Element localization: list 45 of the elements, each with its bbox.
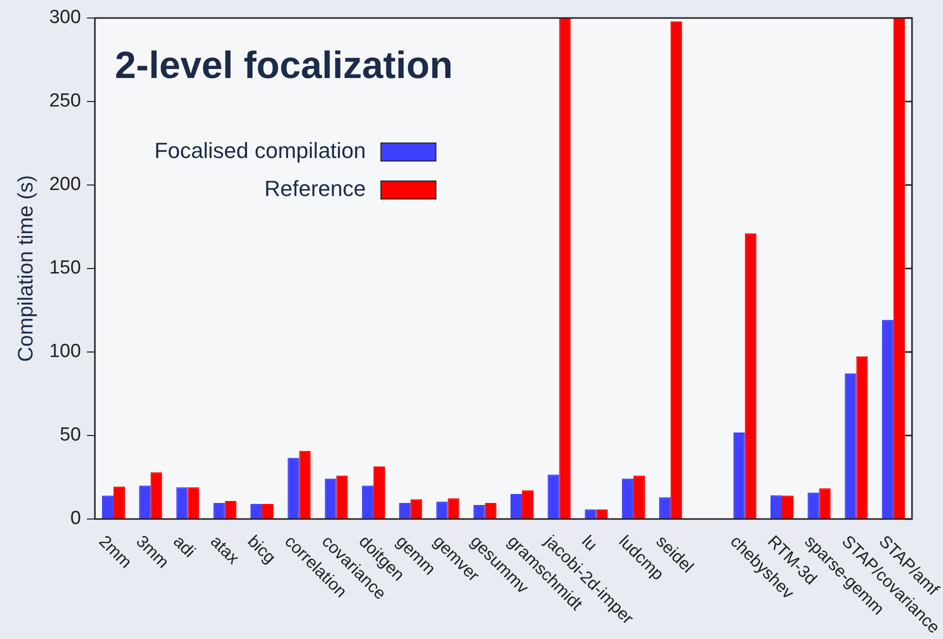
bar	[548, 474, 560, 518]
bar	[102, 496, 114, 518]
bar	[288, 458, 300, 518]
y-tick-label: 0	[70, 508, 81, 530]
bar	[448, 498, 460, 518]
bar	[559, 18, 571, 518]
bar	[782, 496, 794, 518]
bar	[856, 356, 868, 518]
bar	[670, 21, 682, 518]
x-tick-label: adi	[170, 532, 200, 562]
bar	[893, 18, 905, 518]
bar	[113, 486, 125, 518]
bar	[882, 320, 894, 518]
bar	[819, 488, 831, 518]
bar	[808, 492, 820, 518]
bar	[336, 476, 348, 518]
bar	[622, 478, 634, 518]
bar	[373, 466, 385, 518]
bar	[659, 497, 671, 518]
bar	[633, 476, 645, 518]
y-tick-label: 150	[49, 258, 81, 279]
bar	[299, 450, 311, 518]
bar	[324, 478, 336, 518]
bar	[362, 486, 374, 518]
text: 2-level focalization	[114, 45, 453, 87]
y-tick-label: 200	[49, 174, 81, 196]
legend-label: Reference	[264, 176, 366, 202]
bar	[150, 472, 162, 518]
y-tick-label: 50	[60, 424, 81, 446]
bar	[844, 373, 856, 518]
y-tick-label: 100	[49, 341, 81, 362]
x-tick-label: atax	[206, 532, 244, 568]
bar	[744, 233, 756, 518]
bar	[176, 487, 188, 518]
bar	[410, 499, 422, 518]
y-tick-label: 250	[49, 90, 81, 112]
bar	[733, 432, 745, 518]
legend-label: Focalised compilation	[154, 138, 366, 164]
y-axis-title: Compilation time (s)	[14, 175, 38, 362]
bar	[510, 494, 522, 518]
bar	[770, 495, 782, 518]
bar	[139, 486, 151, 518]
bar	[188, 487, 200, 518]
y-tick-label: 300	[49, 7, 81, 28]
bar	[522, 490, 534, 518]
